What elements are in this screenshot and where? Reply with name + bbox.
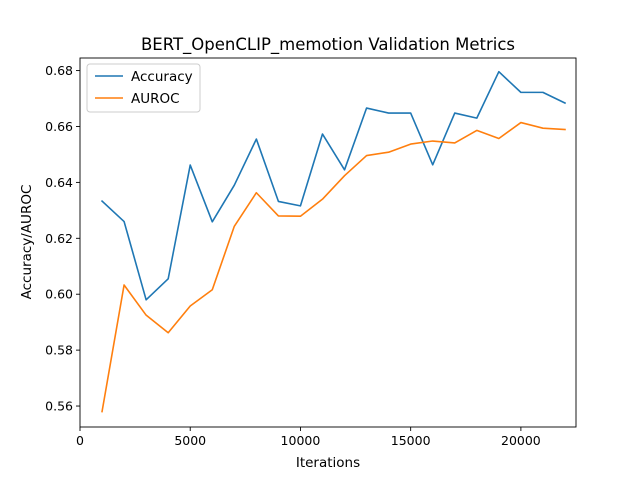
- y-tick-label: 0.60: [45, 287, 73, 302]
- x-tick-label: 20000: [501, 433, 541, 448]
- x-tick-label: 10000: [281, 433, 321, 448]
- series-line-auroc: [101, 121, 566, 413]
- legend-label-accuracy: Accuracy: [131, 69, 193, 85]
- plot-area: [100, 70, 567, 413]
- y-axis-label: Accuracy/AUROC: [19, 185, 35, 300]
- legend-label-auroc: AUROC: [131, 91, 180, 107]
- x-tick-label: 0: [76, 433, 84, 448]
- y-tick-label: 0.68: [45, 63, 73, 78]
- legend: Accuracy AUROC: [86, 63, 201, 113]
- series-line-accuracy: [100, 70, 567, 301]
- x-axis-label: Iterations: [296, 455, 360, 471]
- x-tick-label: 5000: [174, 433, 206, 448]
- y-tick-label: 0.56: [45, 399, 73, 414]
- y-tick-label: 0.66: [45, 119, 73, 134]
- axes-frame: [79, 57, 577, 428]
- y-tick-label: 0.58: [45, 343, 73, 358]
- y-tick-label: 0.64: [45, 175, 73, 190]
- chart-title: BERT_OpenCLIP_memotion Validation Metric…: [141, 35, 515, 55]
- x-tick-label: 15000: [391, 433, 431, 448]
- y-tick-label: 0.62: [45, 231, 73, 246]
- axes: 0 5000 10000 15000 20000 0.56 0.58 0.60 0.62 0.64…: [45, 57, 577, 448]
